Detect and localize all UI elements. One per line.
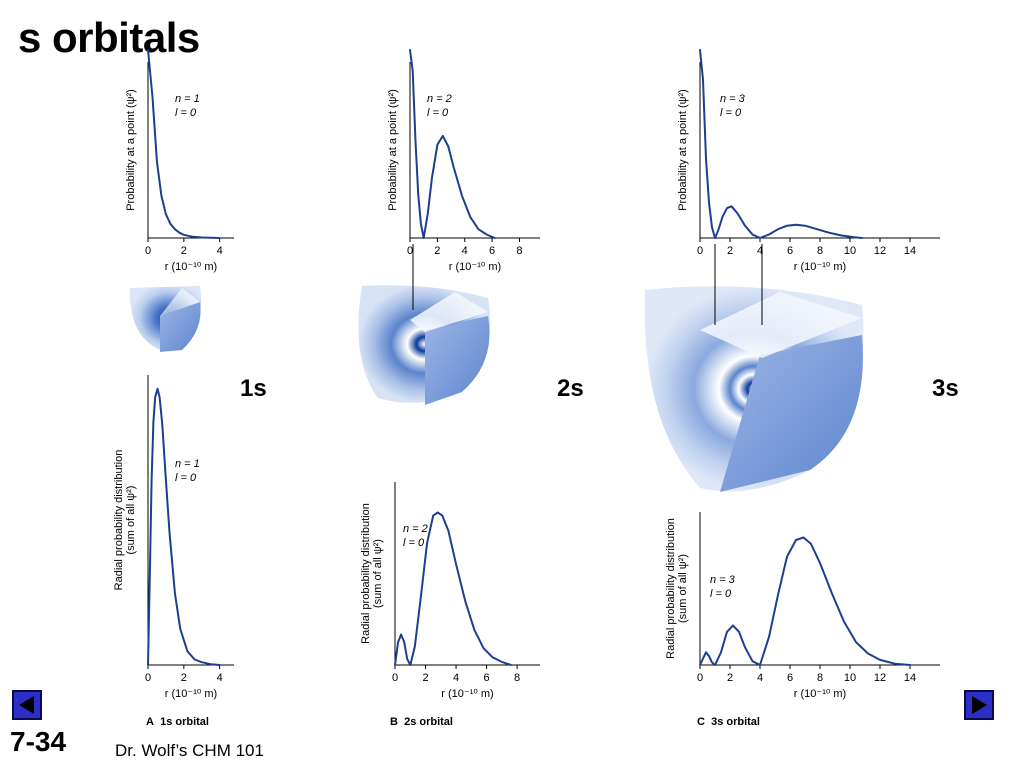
next-slide-button[interactable] [964, 690, 994, 720]
chart-rpd-2s: 0 2 4 6 8 r (10⁻¹⁰ m) Radial probability distr… [360, 482, 540, 700]
x-tick-label: 4 [757, 245, 763, 257]
x-tick-label: 12 [874, 672, 886, 684]
x-tick-label: 6 [787, 672, 793, 684]
y-axis-label: Probability at a point (ψ²) [125, 89, 137, 211]
label-2s: 2s [557, 375, 584, 402]
x-tick-label: 4 [217, 672, 223, 684]
sphere-1s [129, 286, 202, 352]
quantum-number-annotation: n = 1 [175, 93, 200, 105]
data-curve [394, 511, 512, 666]
y-axis-label: Radial probability distribution [360, 503, 372, 644]
y-axis-label: Probability at a point (ψ²) [677, 89, 689, 211]
quantum-number-annotation: l = 0 [427, 107, 449, 119]
x-tick-label: 2 [422, 672, 428, 684]
x-tick-label: 14 [904, 672, 916, 684]
x-tick-label: 8 [516, 245, 522, 257]
y-axis-label: Radial probability distribution [113, 450, 125, 591]
y-axis-label: (sum of all ψ²) [372, 539, 384, 608]
x-tick-label: 0 [697, 672, 703, 684]
caption-text: 2s orbital [404, 716, 453, 728]
caption-c: C 3s orbital [697, 716, 760, 728]
x-tick-label: 2 [181, 245, 187, 257]
label-1s: 1s [240, 375, 267, 402]
quantum-number-annotation: l = 0 [403, 537, 425, 549]
chart-rpd-1s: 0 2 4r (10⁻¹⁰ m) Radial probability distrib… [113, 375, 234, 700]
x-axis-label: r (10⁻¹⁰ m) [794, 688, 846, 700]
x-axis-label: r (10⁻¹⁰ m) [441, 688, 493, 700]
y-axis-label: (sum of all ψ²) [677, 554, 689, 623]
quantum-number-annotation: l = 0 [720, 107, 742, 119]
x-tick-label: 10 [844, 672, 856, 684]
quantum-number-annotation: n = 2 [427, 93, 452, 105]
caption-text: 1s orbital [160, 716, 209, 728]
x-tick-label: 0 [392, 672, 398, 684]
x-tick-label: 2 [181, 672, 187, 684]
quantum-number-annotation: n = 3 [720, 93, 746, 105]
quantum-number-annotation: l = 0 [175, 107, 197, 119]
x-tick-label: 2 [434, 245, 440, 257]
x-tick-label: 4 [757, 672, 763, 684]
x-tick-label: 0 [145, 245, 151, 257]
data-curve [409, 49, 496, 239]
y-axis-label: Probability at a point (ψ²) [387, 89, 399, 211]
caption-a: A 1s orbital [146, 716, 209, 728]
quantum-number-annotation: n = 3 [710, 574, 736, 586]
x-tick-label: 2 [727, 245, 733, 257]
x-tick-label: 2 [727, 672, 733, 684]
y-axis-label: (sum of all ψ²) [125, 486, 137, 555]
x-tick-label: 6 [787, 245, 793, 257]
caption-letter: B [390, 716, 398, 728]
quantum-number-annotation: n = 1 [175, 458, 200, 470]
x-tick-label: 4 [453, 672, 459, 684]
x-tick-label: 8 [817, 245, 823, 257]
x-tick-label: 4 [462, 245, 468, 257]
caption-b: B 2s orbital [390, 716, 453, 728]
x-tick-label: 0 [407, 245, 413, 257]
data-curve [699, 49, 863, 239]
x-tick-label: 10 [844, 245, 856, 257]
x-tick-label: 6 [484, 672, 490, 684]
sphere-3s [644, 244, 864, 492]
right-arrow-icon [972, 696, 987, 714]
left-arrow-icon [19, 696, 34, 714]
caption-letter: A [146, 716, 154, 728]
data-curve [147, 387, 221, 666]
prev-slide-button[interactable] [12, 690, 42, 720]
y-axis-label: Radial probability distribution [665, 518, 677, 659]
x-axis-label: r (10⁻¹⁰ m) [165, 688, 217, 700]
chart-psi2-1s: 0 2 4r (10⁻¹⁰ m) Probability at a point (ψ²… [125, 49, 234, 273]
x-axis-label: r (10⁻¹⁰ m) [449, 261, 501, 273]
chart-psi2-3s: 0 2 4 6 8 10 12 14 r (10⁻¹⁰ m) Probability at a p… [677, 49, 940, 273]
chart-rpd-3s: 0 2 4 6 8 10 12 14 r (10⁻¹⁰ m) Radial probability… [665, 512, 940, 700]
caption-text: 3s orbital [711, 716, 760, 728]
x-tick-label: 4 [217, 245, 223, 257]
sphere-2s [358, 244, 491, 405]
quantum-number-annotation: l = 0 [175, 472, 197, 484]
footer-text: Dr. Wolf’s CHM 101 [115, 741, 264, 760]
x-tick-label: 14 [904, 245, 916, 257]
data-curve [699, 536, 911, 666]
x-tick-label: 0 [145, 672, 151, 684]
data-curve [147, 49, 221, 239]
x-tick-label: 12 [874, 245, 886, 257]
quantum-number-annotation: l = 0 [710, 588, 732, 600]
x-tick-label: 8 [514, 672, 520, 684]
slide-number: 7-34 [10, 726, 67, 757]
x-axis-label: r (10⁻¹⁰ m) [165, 261, 217, 273]
x-tick-label: 0 [697, 245, 703, 257]
label-3s: 3s [932, 375, 959, 402]
x-tick-label: 6 [489, 245, 495, 257]
x-tick-label: 8 [817, 672, 823, 684]
chart-psi2-2s: 0 2 4 6 8 r (10⁻¹⁰ m) Probability at a point (… [387, 49, 540, 273]
x-axis-label: r (10⁻¹⁰ m) [794, 261, 846, 273]
caption-letter: C [697, 716, 705, 728]
quantum-number-annotation: n = 2 [403, 523, 428, 535]
slide-title: s orbitals [18, 14, 200, 61]
